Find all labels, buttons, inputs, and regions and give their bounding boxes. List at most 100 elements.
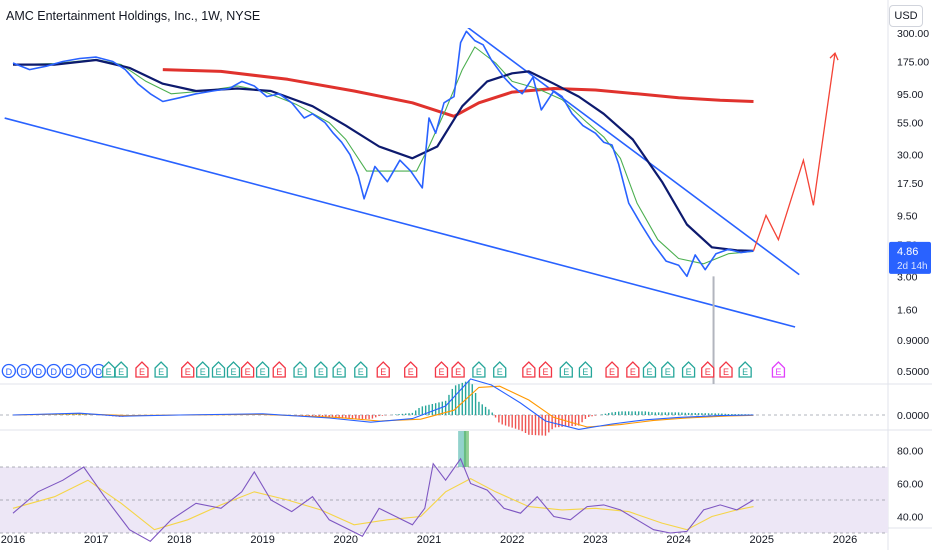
- projection-path: [752, 53, 836, 252]
- marker-shape: [434, 361, 449, 378]
- earnings-marker: E: [738, 361, 752, 378]
- marker-label: D: [36, 367, 43, 377]
- earnings-marker: E: [538, 361, 553, 378]
- ma-fast-line: [12, 46, 754, 265]
- price-axis-tick: 30.00: [897, 150, 923, 162]
- marker-shape: [538, 361, 553, 378]
- price-axis-tick: 55.00: [897, 118, 923, 130]
- marker-shape: [61, 363, 76, 379]
- earnings-marker: E: [135, 361, 149, 378]
- earnings-marker: E: [240, 361, 255, 378]
- marker-label: E: [118, 367, 124, 377]
- marker-label: E: [336, 367, 342, 377]
- marker-label: E: [630, 367, 636, 377]
- badge-box: [889, 241, 931, 274]
- marker-label: E: [563, 367, 569, 377]
- earnings-marker: E: [451, 361, 465, 378]
- marker-label: E: [408, 367, 414, 377]
- price-line: [12, 30, 754, 278]
- earnings-marker: E: [642, 361, 657, 378]
- marker-shape: [226, 361, 241, 378]
- price-axis-tick: 300.00: [897, 28, 929, 40]
- earnings-marker: E: [701, 361, 715, 378]
- marker-label: E: [139, 367, 145, 377]
- marker-shape: [522, 361, 536, 378]
- rsi-pane: 80.00 60.00 40.00: [0, 431, 923, 542]
- time-axis-tick: 2021: [417, 534, 441, 546]
- marker-label: E: [158, 367, 164, 377]
- price-axis-tick: 175.00: [897, 56, 929, 68]
- marker-shape: [661, 361, 675, 378]
- earnings-marker: E: [354, 361, 368, 378]
- marker-shape: [354, 361, 368, 378]
- rsi-axis-tick: 40.00: [897, 512, 923, 524]
- currency-button[interactable]: USD: [889, 5, 923, 27]
- macd-pane: 0.0000: [0, 378, 929, 436]
- earnings-marker: E: [522, 361, 536, 378]
- marker-shape: [211, 361, 226, 378]
- earnings-marker: E: [626, 361, 640, 378]
- marker-label: E: [775, 367, 781, 377]
- rsi-line: [12, 457, 754, 542]
- earnings-marker: E: [681, 361, 696, 378]
- marker-label: E: [665, 367, 671, 377]
- earnings-marker: E: [404, 361, 418, 378]
- marker-shape: [681, 361, 696, 378]
- earnings-marker: E: [661, 361, 675, 378]
- marker-shape: [771, 361, 786, 378]
- marker-label: E: [245, 367, 251, 377]
- marker-shape: [293, 361, 307, 378]
- earnings-marker: E: [434, 361, 449, 378]
- price-axis-tick: 9.50: [897, 210, 918, 222]
- price-axis-tick: 0.5000: [897, 366, 929, 378]
- time-axis-tick: 2022: [500, 534, 524, 546]
- earnings-marker: E: [472, 361, 486, 378]
- marker-shape: [272, 361, 286, 378]
- time-axis-tick: 2018: [167, 534, 191, 546]
- marker-label: E: [686, 367, 692, 377]
- chart-title: AMC Entertainment Holdings, Inc., 1W, NY…: [6, 9, 261, 23]
- marker-label: E: [297, 367, 303, 377]
- ma-slow-line: [162, 68, 754, 118]
- earnings-marker: E: [332, 361, 346, 378]
- price-axis-tick: 95.00: [897, 89, 923, 101]
- marker-label: E: [526, 367, 532, 377]
- marker-shape: [701, 361, 715, 378]
- time-axis-tick: 2025: [750, 534, 774, 546]
- dividend-marker: D: [46, 363, 61, 379]
- macd-line: [12, 378, 754, 430]
- marker-label: D: [21, 367, 28, 377]
- earnings-marker: E: [605, 361, 619, 378]
- marker-label: E: [358, 367, 364, 377]
- marker-label: E: [742, 367, 748, 377]
- marker-shape: [626, 361, 640, 378]
- marker-label: E: [705, 367, 711, 377]
- macd-axis-tick: 0.0000: [897, 410, 929, 422]
- marker-shape: [46, 363, 61, 379]
- marker-shape: [114, 361, 128, 378]
- marker-shape: [605, 361, 619, 378]
- rsi-axis-tick: 60.00: [897, 479, 923, 491]
- time-axis-tick: 2019: [250, 534, 274, 546]
- earnings-marker: E: [771, 361, 786, 378]
- marker-label: E: [438, 367, 444, 377]
- dividend-marker: D: [76, 363, 91, 379]
- marker-shape: [196, 361, 210, 378]
- dividend-marker: D: [16, 363, 31, 379]
- trendline-lower: [4, 117, 796, 328]
- earnings-marker: E: [226, 361, 241, 378]
- marker-shape: [451, 361, 465, 378]
- earnings-marker: E: [154, 361, 168, 378]
- earnings-marker: E: [493, 361, 507, 378]
- marker-label: E: [497, 367, 503, 377]
- marker-label: E: [476, 367, 482, 377]
- earnings-marker: E: [314, 361, 328, 378]
- marker-label: E: [646, 367, 652, 377]
- earnings-marker: E: [272, 361, 286, 378]
- price-axis-tick: 3.00: [897, 271, 918, 283]
- trendline-upper: [467, 28, 800, 276]
- marker-shape: [255, 361, 270, 378]
- marker-label: E: [582, 367, 588, 377]
